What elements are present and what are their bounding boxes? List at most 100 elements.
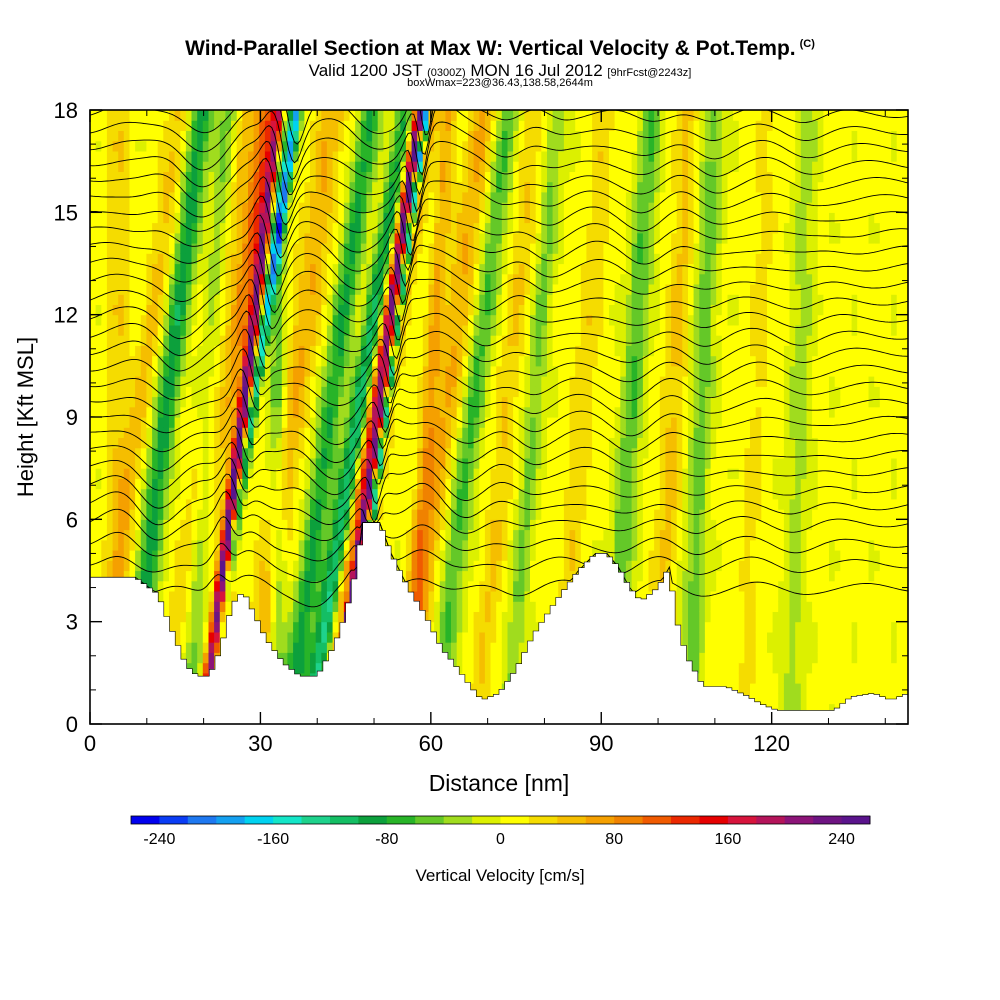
velocity-cell (236, 539, 243, 551)
velocity-cell (140, 110, 147, 121)
velocity-cell (310, 314, 317, 326)
velocity-cell (169, 621, 176, 633)
velocity-cell (484, 591, 492, 602)
velocity-cell (112, 488, 119, 500)
velocity-cell (513, 406, 520, 418)
velocity-cell (106, 181, 114, 193)
velocity-cell (360, 406, 367, 418)
velocity-cell (95, 191, 102, 203)
velocity-cell (338, 468, 345, 479)
velocity-cell (535, 304, 542, 316)
velocity-cell (152, 468, 159, 479)
velocity-cell (253, 130, 260, 142)
velocity-cell (434, 591, 441, 602)
velocity-cell (270, 243, 277, 254)
velocity-cell (552, 417, 559, 428)
velocity-cell (219, 457, 226, 469)
velocity-cell (349, 560, 356, 572)
velocity-cell (434, 355, 441, 367)
velocity-cell (123, 324, 130, 336)
velocity-cell (501, 631, 508, 643)
velocity-cell (214, 539, 221, 551)
velocity-cell (129, 488, 136, 500)
velocity-cell (123, 376, 130, 387)
velocity-cell (231, 232, 238, 244)
velocity-cell (389, 304, 396, 316)
velocity-cell (287, 110, 294, 121)
velocity-cell (343, 376, 351, 387)
velocity-cell (219, 161, 226, 172)
velocity-cell (552, 550, 559, 561)
velocity-cell (490, 601, 497, 612)
velocity-cell (394, 150, 401, 162)
velocity-cell (468, 232, 475, 244)
velocity-cell (191, 611, 198, 623)
velocity-cell (321, 324, 328, 336)
velocity-cell (214, 335, 221, 346)
velocity-cell (123, 304, 130, 316)
velocity-cell (321, 161, 328, 172)
velocity-cell (417, 457, 424, 469)
velocity-cell (197, 406, 204, 418)
velocity-cell (315, 478, 322, 490)
velocity-cell (507, 611, 514, 623)
velocity-cell (490, 570, 497, 582)
velocity-cell (439, 140, 446, 152)
velocity-cell (202, 498, 209, 510)
velocity-cell (146, 284, 153, 295)
velocity-cell (434, 621, 441, 633)
valid-date: MON 16 Jul 2012 (470, 61, 603, 80)
velocity-cell (321, 304, 328, 316)
velocity-cell (259, 498, 266, 510)
velocity-cell (140, 222, 147, 234)
velocity-cell (191, 314, 198, 326)
velocity-cell (326, 263, 334, 275)
velocity-cell (468, 181, 475, 193)
velocity-cell (174, 539, 181, 551)
velocity-cell (468, 529, 475, 541)
velocity-cell (326, 314, 334, 326)
velocity-cell (112, 284, 119, 295)
velocity-cell (338, 478, 345, 490)
velocity-cell (411, 253, 418, 265)
velocity-cell (434, 550, 441, 561)
velocity-cell (321, 550, 328, 561)
velocity-cell (518, 284, 525, 295)
velocity-cell (152, 263, 159, 275)
velocity-cell (496, 488, 503, 500)
velocity-cell (501, 406, 508, 418)
velocity-cell (304, 601, 311, 612)
velocity-cell (242, 263, 249, 275)
velocity-cell (101, 314, 108, 326)
velocity-cell (315, 529, 322, 541)
velocity-cell (372, 396, 379, 408)
velocity-cell (214, 110, 221, 121)
velocity-cell (389, 222, 396, 234)
velocity-cell (315, 161, 322, 172)
velocity-cell (123, 550, 130, 561)
velocity-cell (451, 396, 458, 408)
velocity-cell (360, 191, 367, 203)
velocity-cell (180, 284, 187, 295)
velocity-cell (174, 212, 181, 224)
velocity-cell (484, 631, 492, 643)
velocity-cell (326, 621, 334, 633)
velocity-cell (547, 488, 554, 500)
velocity-cell (287, 253, 294, 265)
velocity-cell (513, 273, 520, 285)
velocity-cell (445, 437, 452, 449)
velocity-cell (326, 110, 334, 121)
velocity-cell (185, 171, 193, 183)
velocity-cell (185, 539, 193, 551)
velocity-cell (174, 140, 181, 152)
velocity-cell (169, 468, 176, 479)
velocity-cell (445, 263, 452, 275)
velocity-cell (146, 386, 153, 398)
velocity-cell (106, 519, 114, 531)
velocity-cell (507, 232, 514, 244)
velocity-cell (146, 539, 153, 551)
velocity-cell (496, 478, 503, 490)
velocity-cell (214, 243, 221, 254)
velocity-cell (326, 335, 334, 346)
velocity-cell (343, 406, 351, 418)
